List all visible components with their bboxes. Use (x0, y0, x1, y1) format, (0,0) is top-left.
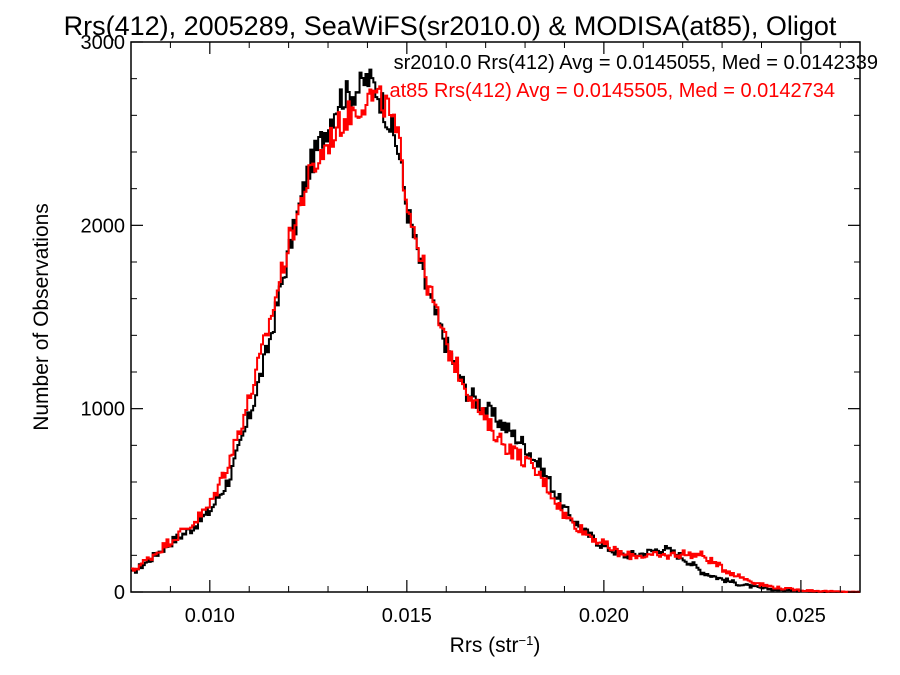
x-tick-label-3: 0.025 (776, 605, 826, 627)
x-axis-label: Rrs (str−1) (450, 633, 541, 658)
series-line-sr2010 (131, 68, 860, 593)
x-tick-label-2: 0.020 (579, 605, 629, 627)
x-tick-label-0: 0.010 (185, 605, 235, 627)
x-axis-label-sup: −1 (519, 633, 534, 648)
plot-frame (130, 41, 861, 593)
chart-title: Rrs(412), 2005289, SeaWiFS(sr2010.0) & M… (64, 11, 837, 41)
series-line-at85 (131, 85, 860, 593)
x-tick-label-1: 0.015 (382, 605, 432, 627)
legend-entry-at85: at85 Rrs(412) Avg = 0.0145505, Med = 0.0… (389, 80, 835, 102)
y-tick-label-3: 3000 (81, 32, 126, 54)
series-layer (131, 68, 860, 593)
x-axis-label-main: Rrs (str (450, 634, 519, 657)
x-axis-label-close: ) (533, 634, 540, 657)
ticks-layer: 0.010 0.015 0.020 0.025 0 1000 2000 3000 (81, 32, 860, 627)
y-tick-label-0: 0 (114, 582, 125, 604)
y-axis-label: Number of Observations (30, 203, 53, 431)
y-tick-label-2: 2000 (81, 215, 126, 237)
legend-entry-sr2010: sr2010.0 Rrs(412) Avg = 0.0145055, Med =… (394, 52, 878, 74)
y-tick-label-1: 1000 (81, 399, 126, 421)
